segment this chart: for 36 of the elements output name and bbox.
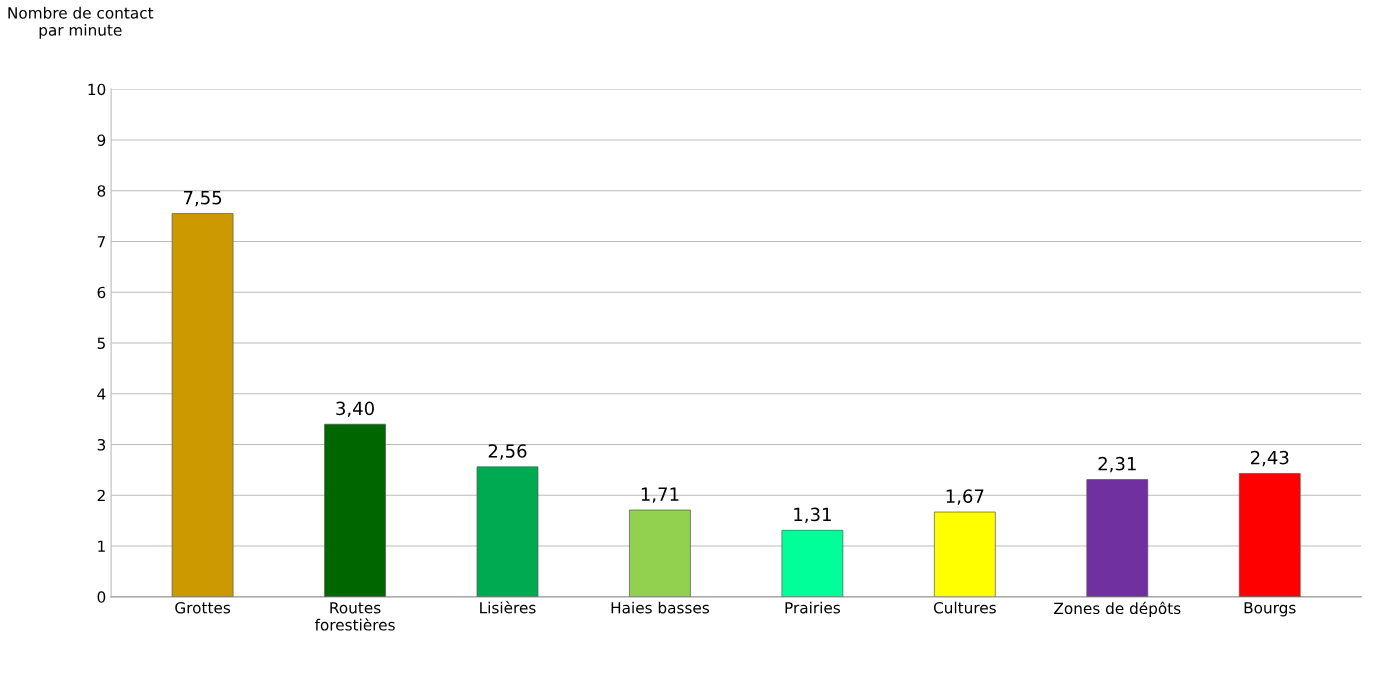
x-tick-label: Prairies [785,601,841,614]
data-label: 3,40 [336,401,374,418]
y-tick-label: 0 [97,591,106,603]
data-label: 2,56 [488,444,527,460]
y-tick-label: 5 [97,337,105,350]
y-tick-label: 10 [88,83,106,96]
bar [781,529,844,597]
bar [171,213,234,597]
x-tick-label: Cultures [933,601,996,614]
x-tick-label: Routes forestières [314,602,395,631]
bar [1238,473,1301,597]
y-tick-label: 1 [98,540,105,552]
bar [934,511,996,597]
x-tick-label: Lisières [480,601,536,614]
data-label: 2,43 [1250,450,1289,467]
x-tick-label: Haies basses [611,601,710,614]
y-tick-label: 8 [97,185,106,197]
bar [476,466,539,597]
x-tick-label: Bourgs [1244,602,1296,617]
x-tick-label: Grottes [175,601,231,614]
y-tick-label: 4 [97,388,106,400]
bar [324,423,386,597]
y-tick-label: 9 [97,134,106,146]
y-axis-title: Nombre de contact par minute [8,6,154,39]
x-tick-label: Zones de dépôts [1054,601,1181,618]
y-tick-label: 2 [97,489,105,502]
data-label: 1,67 [946,489,984,505]
bar [629,509,691,597]
data-label: 2,31 [1098,456,1136,473]
y-tick-label: 6 [97,286,106,299]
y-tick-label: 3 [97,438,106,451]
data-label: 1,71 [641,487,679,503]
y-tick-label: 7 [97,236,105,248]
data-label: 1,31 [794,507,831,524]
bar [1086,479,1149,597]
data-label: 7,55 [183,191,222,207]
